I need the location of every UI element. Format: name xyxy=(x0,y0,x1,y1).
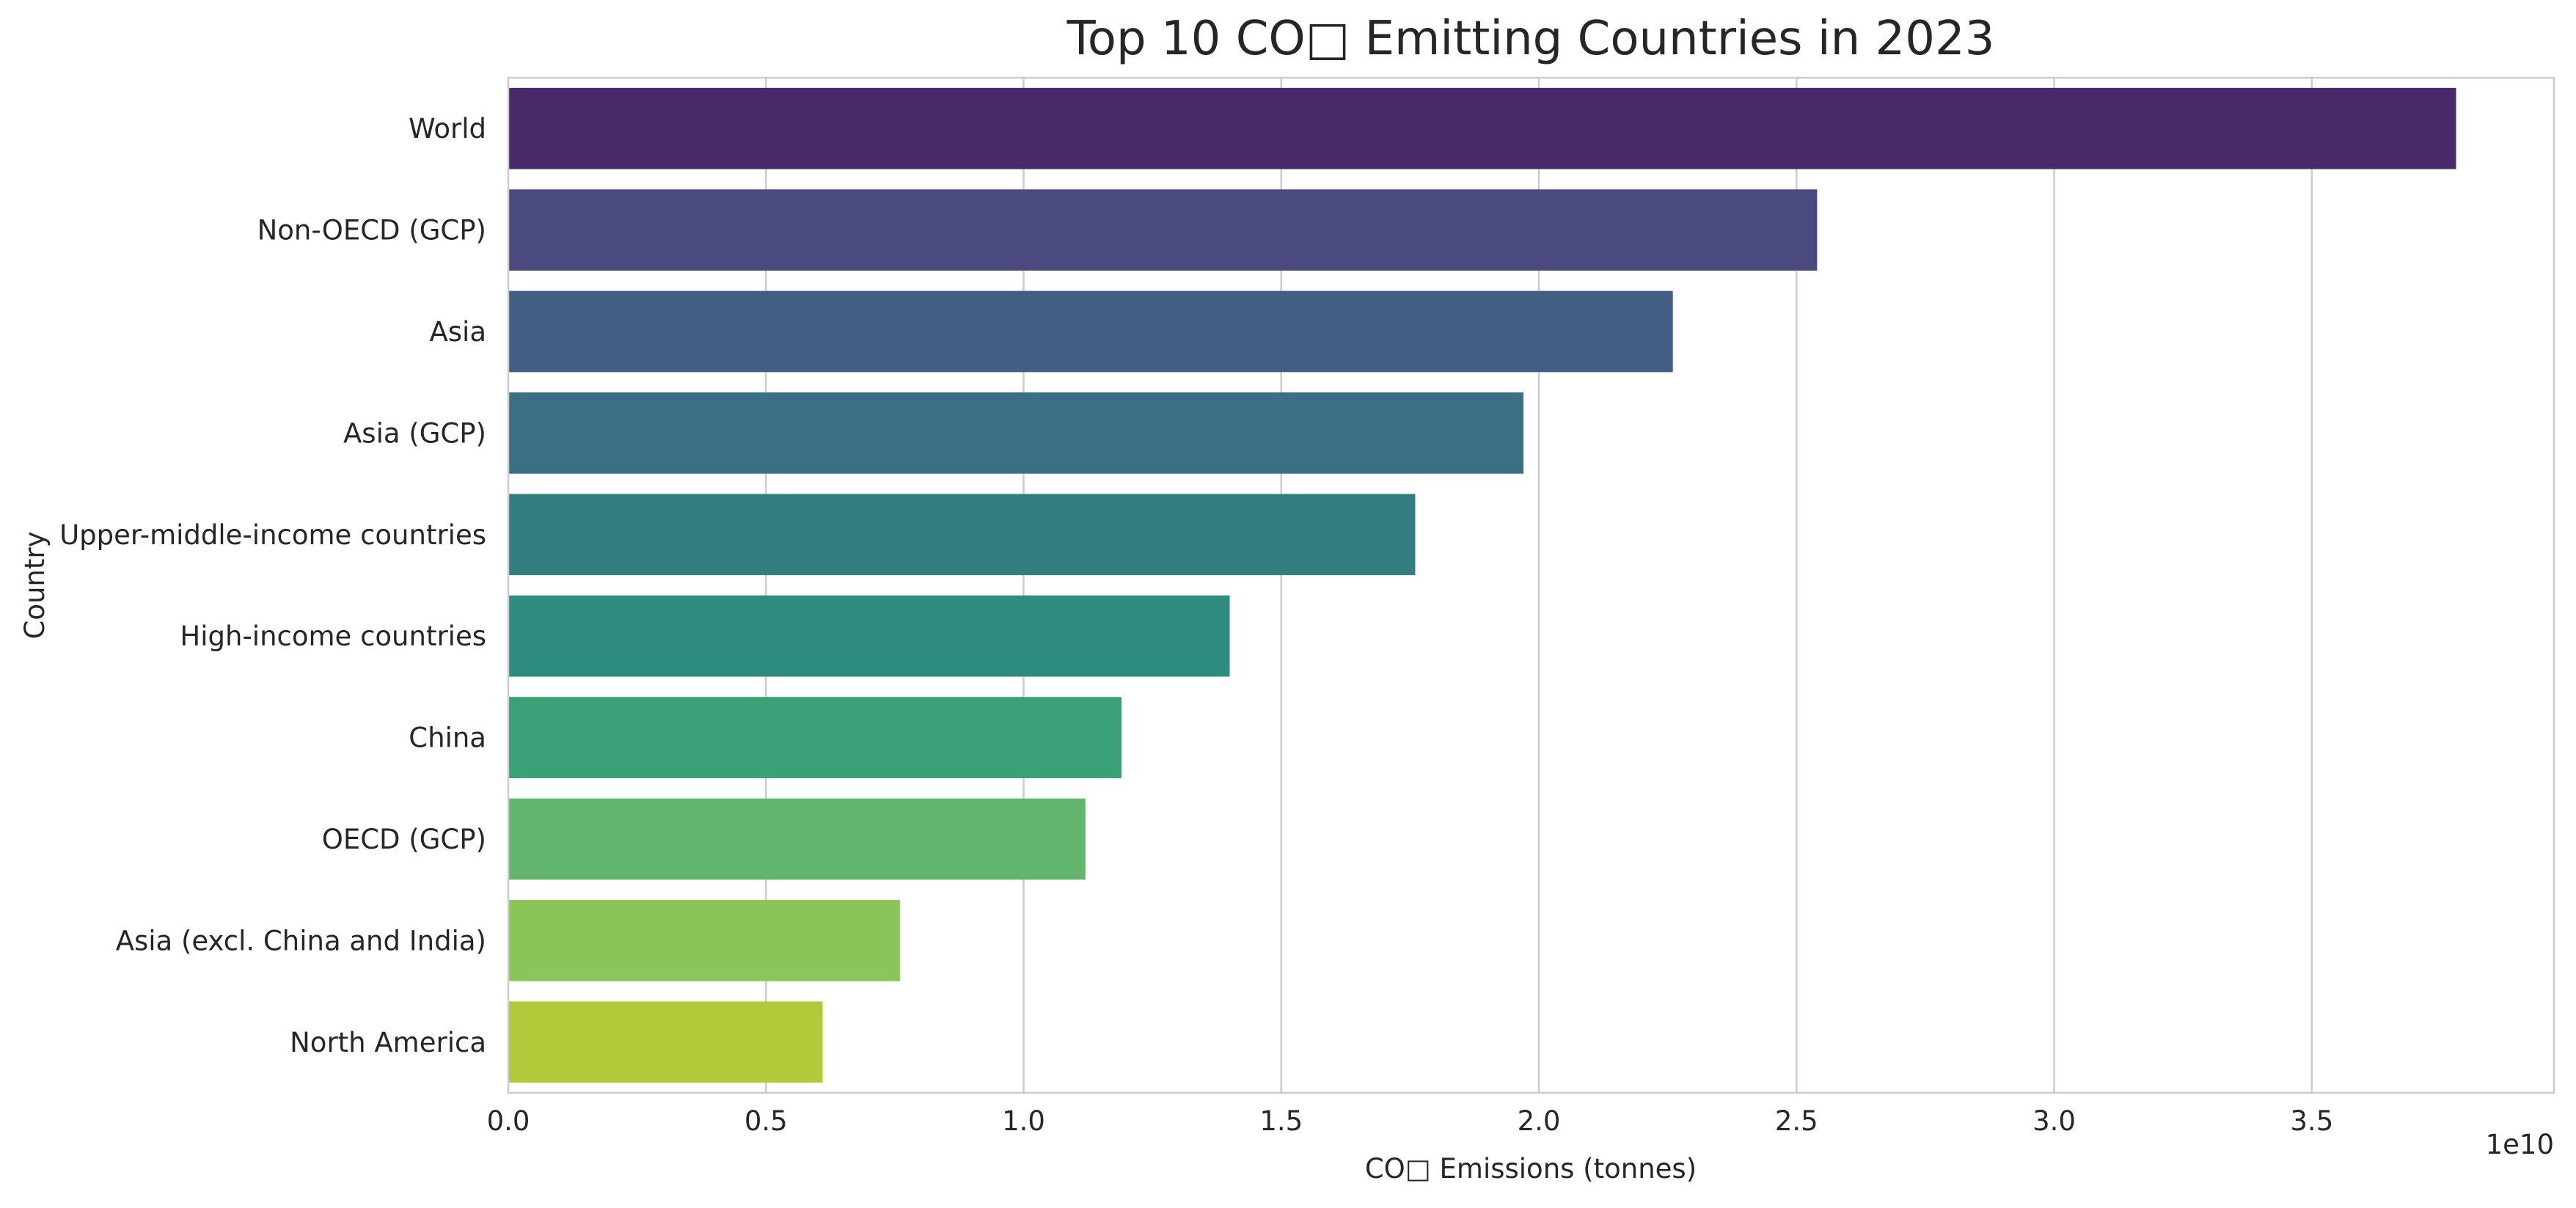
y-tick-label: High-income countries xyxy=(180,621,486,652)
x-tick-label: 2.0 xyxy=(1518,1105,1561,1137)
y-tick-label: Asia xyxy=(429,316,486,348)
x-tick-label: 2.5 xyxy=(1775,1105,1818,1137)
x-tick-label: 1.5 xyxy=(1259,1105,1303,1137)
bar xyxy=(508,189,1818,271)
x-tick-label: 3.0 xyxy=(2032,1105,2076,1137)
y-tick-label: OECD (GCP) xyxy=(322,824,486,855)
y-tick-label: North America xyxy=(290,1027,486,1058)
y-axis-label: Country xyxy=(19,532,51,640)
x-tick-label: 0.0 xyxy=(487,1105,530,1137)
bar xyxy=(508,900,900,981)
x-axis-label: CO□ Emissions (tonnes) xyxy=(1365,1153,1697,1185)
bars xyxy=(508,87,2456,1083)
y-tick-label: Asia (GCP) xyxy=(343,417,486,449)
y-tick-label: Non-OECD (GCP) xyxy=(257,215,486,246)
bar xyxy=(508,290,1673,373)
x-tick-label: 1.0 xyxy=(1002,1105,1045,1137)
y-tick-label: Upper-middle-income countries xyxy=(59,519,486,551)
x-axis-offset-label: 1e10 xyxy=(2486,1129,2554,1160)
bar xyxy=(508,798,1086,880)
plot-frame xyxy=(507,76,2555,1094)
y-tick-label: Asia (excl. China and India) xyxy=(116,925,486,956)
bar xyxy=(508,697,1121,778)
y-tick-label: World xyxy=(409,113,486,144)
bar xyxy=(508,392,1523,474)
bar xyxy=(508,87,2456,169)
bar xyxy=(508,595,1230,677)
x-tick-label: 0.5 xyxy=(744,1105,788,1137)
chart-title: Top 10 CO□ Emitting Countries in 2023 xyxy=(1066,12,1995,66)
bar xyxy=(508,494,1416,576)
bar xyxy=(508,1001,823,1083)
x-tick-label: 3.5 xyxy=(2290,1105,2333,1137)
y-tick-labels: World Non-OECD (GCP) Asia Asia (GCP) Upper-m… xyxy=(59,113,486,1058)
y-tick-label: China xyxy=(409,722,486,754)
x-tick-labels: 0.0 0.5 1.0 1.5 2.0 2.5 3.0 3.5 xyxy=(487,1105,2334,1137)
